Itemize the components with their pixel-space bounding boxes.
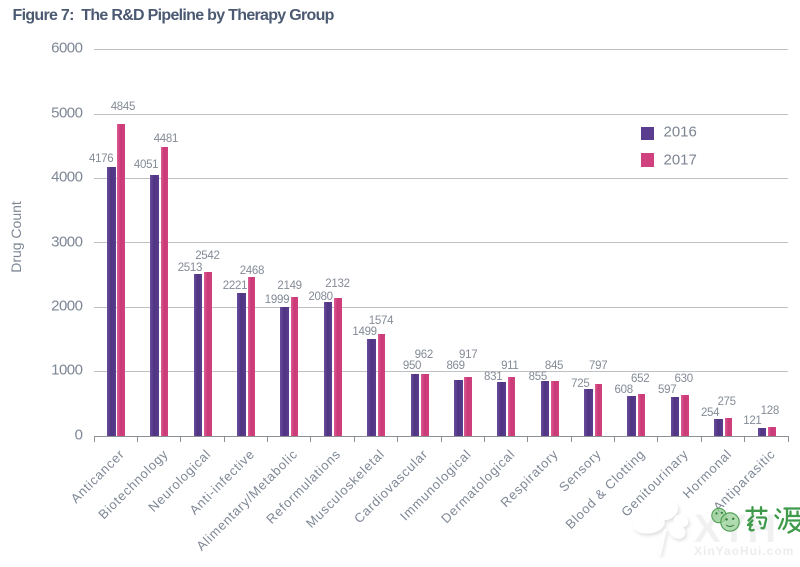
svg-text:XinYaoHui.com: XinYaoHui.com bbox=[694, 544, 794, 558]
